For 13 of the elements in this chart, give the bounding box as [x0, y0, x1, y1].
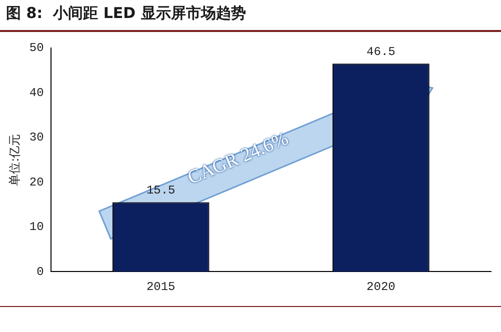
y-tick-label: 20: [29, 175, 44, 190]
x-tick-label: 2020: [366, 280, 396, 294]
chart-title: 图 8: 小间距 LED 显示屏市场趋势: [6, 4, 246, 23]
y-tick-label: 40: [29, 86, 44, 100]
y-axis-title: 单位:亿元: [7, 134, 22, 186]
y-tick-label: 30: [29, 130, 44, 145]
data-label: 46.5: [366, 44, 396, 59]
y-tick-label: 0: [36, 264, 44, 279]
data-label: 15.5: [146, 183, 176, 198]
y-tick-label: 50: [29, 41, 44, 56]
annotation: CAGR 24.6%: [184, 128, 292, 190]
x-tick-label: 2015: [146, 280, 176, 294]
y-tick-label: 10: [29, 220, 44, 234]
